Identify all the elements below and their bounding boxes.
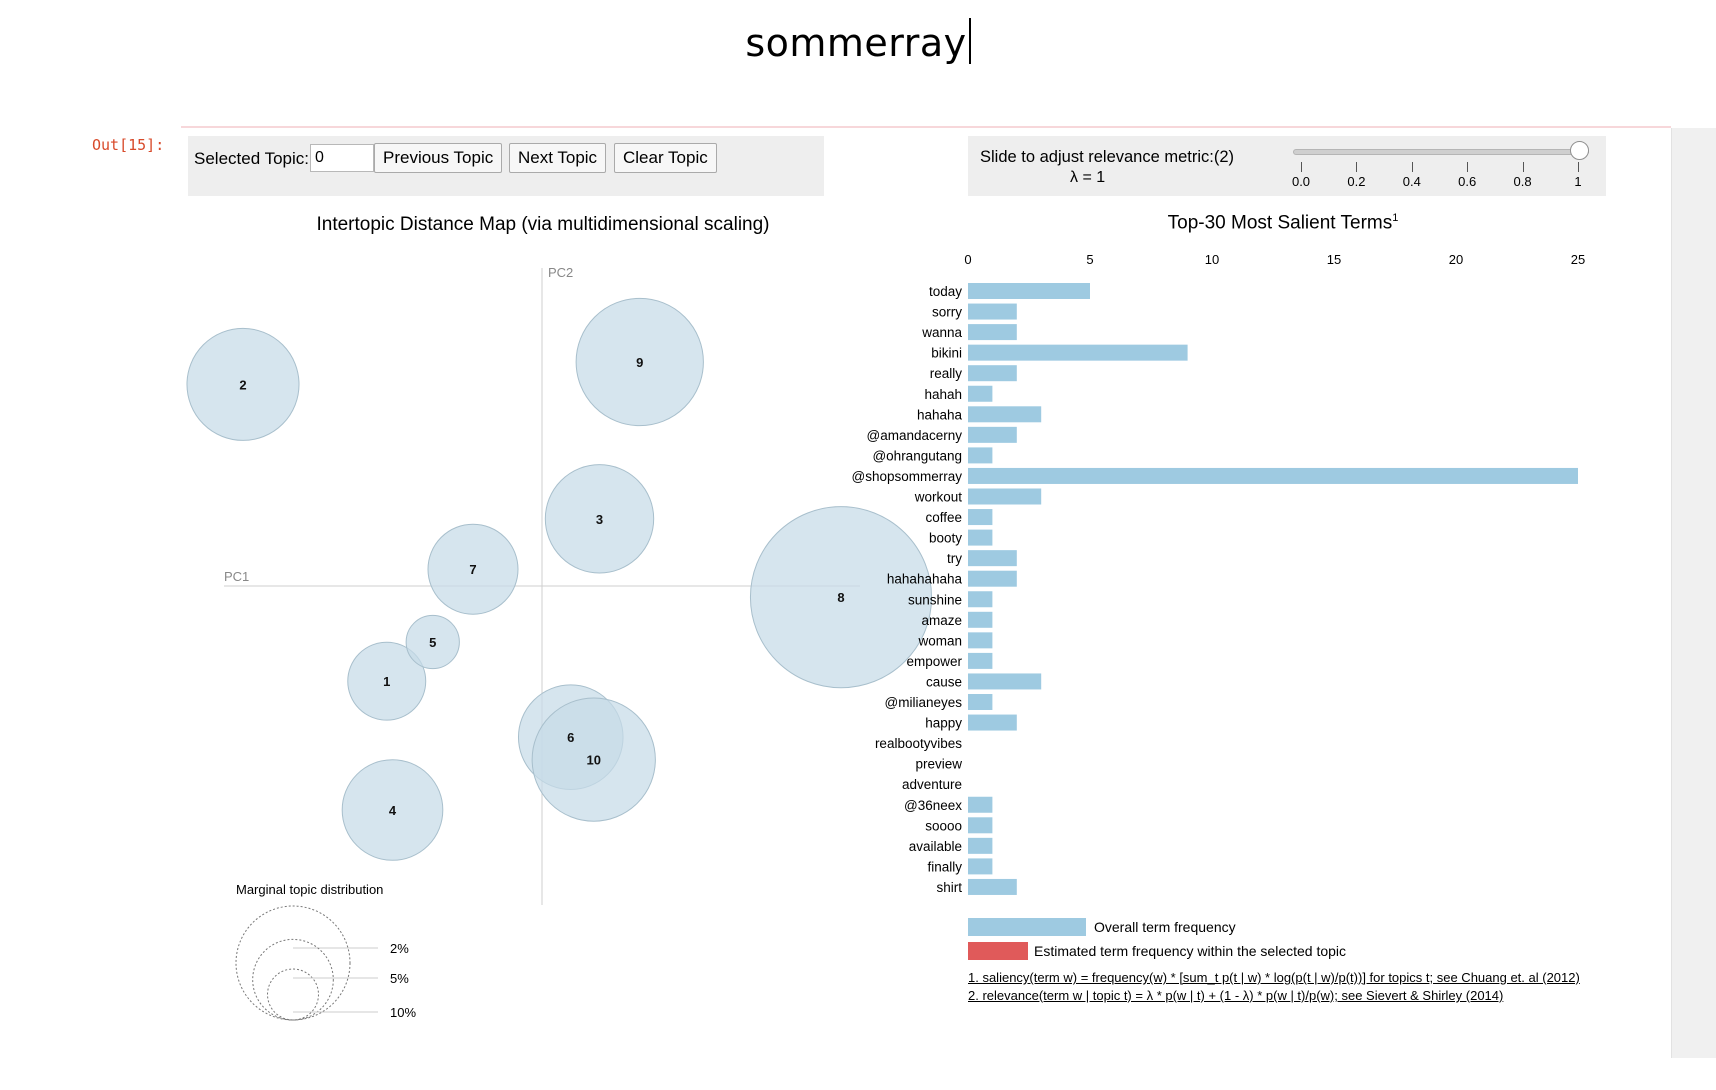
- pc2-label: PC2: [548, 265, 573, 280]
- lambda-value-label: λ = 1: [1070, 169, 1106, 186]
- slider-tick: [1356, 162, 1358, 172]
- slider-tick: [1578, 162, 1579, 172]
- topic-circle-1[interactable]: [347, 641, 427, 721]
- intertopic-map-title: Intertopic Distance Map (via multidimens…: [316, 214, 770, 235]
- slider-tick: [1411, 162, 1413, 172]
- topic-label-10: 10: [587, 753, 601, 768]
- clear-topic-button[interactable]: Clear Topic: [614, 143, 717, 173]
- topic-label-6: 6: [567, 730, 574, 745]
- salient-terms-title-sup: 1: [1392, 212, 1399, 224]
- relevance-slider-label: Slide to adjust relevance metric:(2): [980, 148, 1235, 166]
- slider-tick: [1522, 162, 1524, 172]
- slider-tick-label: 0.8: [1513, 174, 1532, 189]
- slider-tick-label: 1: [1574, 174, 1582, 189]
- topic-label-2: 2: [239, 377, 246, 392]
- topic-label-3: 3: [596, 512, 603, 527]
- legend-overall-swatch: [968, 918, 1086, 936]
- topic-circle-5[interactable]: [405, 614, 460, 670]
- selected-topic-input[interactable]: 0: [310, 144, 374, 172]
- marginal-circle: [252, 938, 334, 1021]
- next-topic-button[interactable]: Next Topic: [509, 143, 607, 173]
- selected-topic-label: Selected Topic:: [194, 149, 309, 168]
- topic-circle-2[interactable]: [186, 327, 300, 441]
- legend-topic-swatch: [968, 942, 1028, 960]
- salient-terms-title: Top-30 Most Salient Terms1: [968, 212, 1598, 234]
- pc1-label: PC1: [224, 569, 249, 584]
- slider-tick: [1467, 162, 1469, 172]
- notebook-title-text: sommerray: [745, 21, 967, 65]
- notebook-title[interactable]: sommerray: [0, 18, 1716, 65]
- marginal-label: 2%: [390, 941, 409, 956]
- topic-label-9: 9: [636, 355, 643, 370]
- topic-label-4: 4: [389, 803, 397, 818]
- topic-circle-7[interactable]: [427, 523, 519, 615]
- cell-divider: [181, 126, 1671, 128]
- topic-label-5: 5: [429, 635, 436, 650]
- footnote-relevance[interactable]: 2. relevance(term w | topic t) = λ * p(w…: [968, 988, 1504, 1003]
- topic-circle-8[interactable]: [749, 506, 933, 689]
- marginal-distribution-title: Marginal topic distribution: [236, 882, 383, 897]
- relevance-slider-handle[interactable]: [1570, 141, 1589, 160]
- relevance-panel: Slide to adjust relevance metric:(2) λ =…: [968, 136, 1606, 196]
- topic-circle-3[interactable]: [544, 464, 655, 574]
- legend-overall-label: Overall term frequency: [1094, 919, 1236, 935]
- scrollbar[interactable]: [1671, 128, 1716, 1058]
- topic-control-panel: Selected Topic: 0 Previous Topic Next To…: [188, 136, 824, 196]
- slider-tick-label: 0.6: [1458, 174, 1477, 189]
- topic-circle-4[interactable]: [341, 759, 444, 861]
- footnote-saliency[interactable]: 1. saliency(term w) = frequency(w) * [su…: [968, 970, 1580, 985]
- slider-tick-label: 0.0: [1291, 174, 1311, 189]
- text-cursor: [968, 18, 971, 64]
- slider-tick-label: 0.2: [1347, 174, 1366, 189]
- topic-circle-10[interactable]: [531, 697, 656, 822]
- topic-label-1: 1: [383, 674, 390, 689]
- topic-label-8: 8: [837, 590, 844, 605]
- marginal-label: 10%: [390, 1005, 416, 1020]
- marginal-circle: [235, 905, 351, 1021]
- salient-terms-title-text: Top-30 Most Salient Terms: [1167, 212, 1393, 234]
- topic-label-7: 7: [469, 562, 476, 577]
- topic-circle-9[interactable]: [575, 297, 704, 427]
- marginal-label: 5%: [390, 971, 409, 986]
- marginal-circle: [267, 968, 319, 1021]
- previous-topic-button[interactable]: Previous Topic: [374, 143, 503, 173]
- legend-topic-label: Estimated term frequency within the sele…: [1034, 943, 1347, 959]
- out-prompt: Out[15]:: [92, 136, 165, 154]
- slider-tick: [1301, 162, 1302, 172]
- slider-tick-label: 0.4: [1402, 174, 1421, 189]
